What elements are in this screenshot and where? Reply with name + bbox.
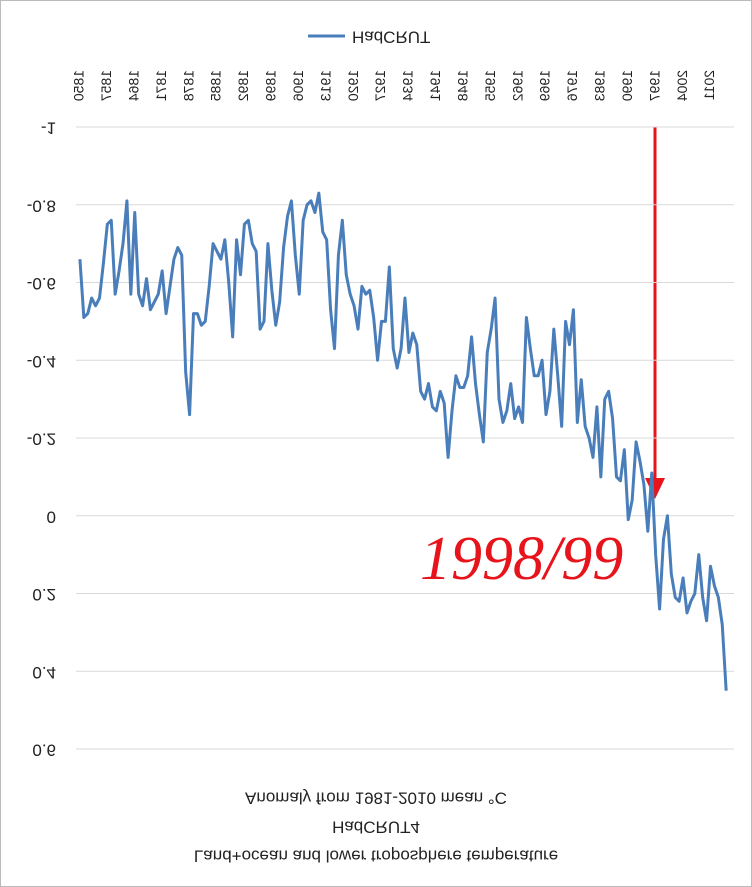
x-tick-label: 1983 (592, 70, 608, 101)
x-tick-label: 1878 (180, 70, 196, 101)
chart-title: HadCRUT4 (332, 818, 420, 837)
chart-title: Anomaly from 1981-2010 mean °C (245, 789, 507, 808)
x-tick-label: 1906 (290, 70, 306, 101)
y-tick-label: 0 (47, 507, 56, 526)
annotation: 1998/99 (420, 525, 623, 593)
x-tick-label: 1913 (317, 70, 333, 101)
x-tick-label: 2004 (674, 70, 690, 101)
x-tick-label: 1941 (427, 70, 443, 101)
y-tick-label: -0.2 (27, 430, 56, 449)
x-tick-label: 1948 (454, 70, 470, 101)
x-tick-label: 1934 (400, 70, 416, 101)
x-tick-label: 1976 (564, 70, 580, 101)
x-tick-label: 1997 (646, 70, 662, 101)
y-tick-label: 0.2 (32, 585, 56, 604)
x-tick-label: 1864 (125, 70, 141, 101)
y-tick-label: -1 (41, 119, 56, 138)
x-tick-label: 1955 (482, 70, 498, 101)
x-tick-label: 1899 (263, 70, 279, 101)
x-tick-label: 1962 (509, 70, 525, 101)
x-tick-label: 1857 (98, 70, 114, 101)
y-tick-label: -0.4 (27, 352, 56, 371)
y-tick-label: 0.6 (32, 741, 56, 760)
y-tick-label: 0.4 (32, 663, 56, 682)
x-tick-label: 1892 (235, 70, 251, 101)
x-tick-label: 1969 (537, 70, 553, 101)
x-tick-label: 1850 (71, 70, 87, 101)
x-tick-label: 1990 (619, 70, 635, 101)
y-tick-label: -0.6 (27, 274, 56, 293)
data-line (78, 191, 728, 691)
x-tick-label: 1885 (208, 70, 224, 101)
x-tick-label: 2011 (701, 70, 717, 100)
x-tick-label: 1871 (153, 70, 169, 101)
y-tick-label: -0.8 (27, 196, 56, 215)
chart-title: Land+ocean and lower troposphere tempera… (194, 847, 558, 866)
x-tick-label: 1927 (372, 70, 388, 101)
x-tick-label: 1920 (345, 70, 361, 101)
legend-label: HadCRUT (352, 28, 430, 47)
